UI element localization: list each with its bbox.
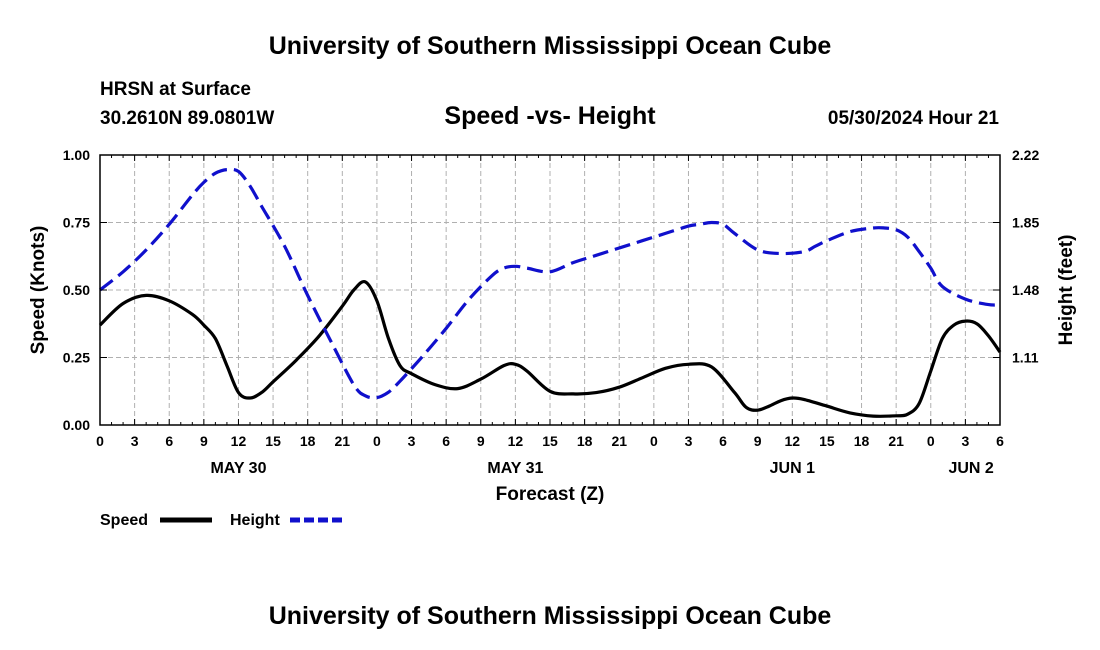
legend-label-height: Height <box>230 512 280 529</box>
x-tick-label: 21 <box>335 433 351 449</box>
y-left-tick-label: 0.50 <box>63 282 90 298</box>
gridlines <box>100 155 1000 425</box>
y-right-tick-label: 1.85 <box>1012 215 1039 231</box>
x-tick-label: 3 <box>961 433 969 449</box>
x-tick-label: 6 <box>442 433 450 449</box>
x-tick-label: 15 <box>542 433 558 449</box>
x-tick-label: 18 <box>300 433 316 449</box>
day-label: JUN 2 <box>948 460 993 477</box>
legend: Speed Height <box>100 512 342 529</box>
x-tick-label: 3 <box>131 433 139 449</box>
y-left-tick-label: 0.75 <box>63 215 90 231</box>
x-tick-label: 15 <box>265 433 281 449</box>
x-tick-label: 18 <box>577 433 593 449</box>
x-tick-label: 0 <box>927 433 935 449</box>
x-tick-label: 0 <box>373 433 381 449</box>
top-title: University of Southern Mississippi Ocean… <box>269 32 832 60</box>
x-tick-label: 12 <box>231 433 247 449</box>
x-tick-label: 3 <box>685 433 693 449</box>
x-tick-label: 3 <box>408 433 416 449</box>
x-tick-label: 9 <box>200 433 208 449</box>
x-tick-label: 18 <box>854 433 870 449</box>
x-tick-label: 12 <box>508 433 524 449</box>
x-axis-title: Forecast (Z) <box>496 484 605 505</box>
series-line-speed <box>98 279 1002 418</box>
y-right-tick-label: 1.11 <box>1012 350 1039 366</box>
station-coords: 30.2610N 89.0801W <box>100 108 274 129</box>
y-right-tick-label: 1.48 <box>1012 282 1039 298</box>
day-label: MAY 31 <box>487 460 543 477</box>
y-right-tick-label: 2.22 <box>1012 147 1039 163</box>
timestamp-label: 05/30/2024 Hour 21 <box>828 108 1000 129</box>
x-tick-label: 15 <box>819 433 835 449</box>
x-tick-label: 9 <box>477 433 485 449</box>
y-left-tick-label: 0.25 <box>63 350 90 366</box>
y-axis-left-title: Speed (Knots) <box>28 226 49 355</box>
bottom-title: University of Southern Mississippi Ocean… <box>269 602 832 630</box>
x-tick-label: 6 <box>165 433 173 449</box>
day-label: JUN 1 <box>770 460 815 477</box>
x-tick-label: 0 <box>650 433 658 449</box>
y-left-tick-label: 1.00 <box>63 147 90 163</box>
chart-subtitle: Speed -vs- Height <box>444 102 656 130</box>
x-tick-label: 0 <box>96 433 104 449</box>
y-left-tick-label: 0.00 <box>63 417 90 433</box>
legend-label-speed: Speed <box>100 512 148 529</box>
x-tick-label: 9 <box>754 433 762 449</box>
y-axis-right-title: Height (feet) <box>1056 235 1077 346</box>
x-tick-label: 21 <box>611 433 627 449</box>
x-tick-label: 12 <box>785 433 801 449</box>
x-tick-label: 6 <box>996 433 1004 449</box>
series-layer <box>98 167 1002 418</box>
series-line-height <box>99 167 1001 400</box>
x-tick-label: 6 <box>719 433 727 449</box>
axes: 0 3 6 9 12 15 18 21 0 3 6 9 12 15 18 21 0 3 6 9 12 15 18 21 0 3 6 M… <box>63 147 1040 477</box>
day-label: MAY 30 <box>210 460 266 477</box>
x-tick-label: 21 <box>888 433 904 449</box>
station-label: HRSN at Surface <box>100 79 251 100</box>
